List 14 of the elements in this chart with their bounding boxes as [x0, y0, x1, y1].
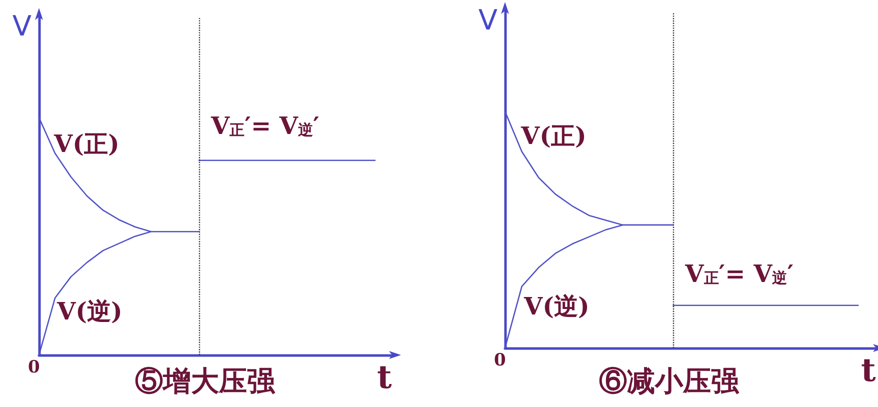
text: 0: [28, 358, 40, 378]
series-label: V(正): [520, 120, 586, 150]
series-label: V(正): [53, 129, 120, 158]
y-axis-title: V: [478, 4, 498, 36]
x-axis-title: t: [377, 358, 392, 396]
text: 0: [494, 350, 506, 370]
series-label: V(逆): [523, 292, 590, 320]
series-label: V(逆): [56, 296, 122, 326]
y-axis-title: V: [12, 10, 32, 42]
series-label: V正′= V逆′: [210, 110, 320, 140]
text: ⑥减小压强: [599, 364, 740, 398]
x-axis-title: t: [861, 351, 876, 389]
text: ⑤增大压强: [135, 364, 276, 398]
series-label: V正′= V逆′: [684, 258, 794, 288]
